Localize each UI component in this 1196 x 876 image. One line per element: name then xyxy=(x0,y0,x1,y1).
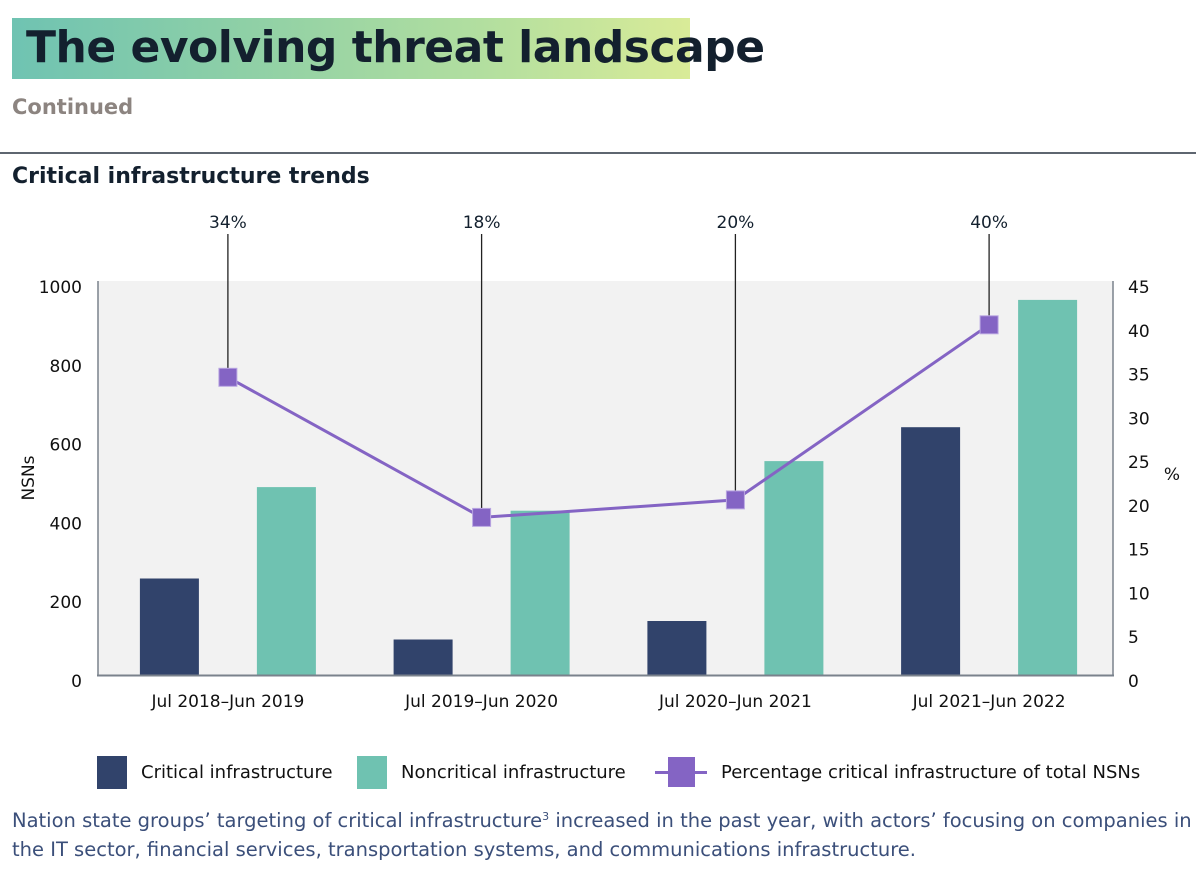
annotation-label: 34% xyxy=(209,213,247,233)
y-tick-right: 45 xyxy=(1128,278,1150,298)
y-tick-right: 15 xyxy=(1128,541,1150,561)
y-tick-right: 5 xyxy=(1128,628,1139,648)
footnote-marker: 3 xyxy=(542,810,550,823)
y-tick-left: 200 xyxy=(50,593,82,613)
x-tick-label: Jul 2018–Jun 2019 xyxy=(150,692,304,712)
legend: Critical infrastructure Noncritical infr… xyxy=(0,754,1196,790)
y-tick-right: 40 xyxy=(1128,322,1150,342)
legend-swatch-percentage xyxy=(655,756,707,789)
bar-critical xyxy=(647,621,707,675)
page-subtitle: Continued xyxy=(12,95,134,119)
legend-swatch-critical xyxy=(97,755,127,789)
y-tick-right: 20 xyxy=(1128,497,1150,517)
bar-noncritical xyxy=(510,510,570,675)
annotation-label: 40% xyxy=(970,213,1008,233)
legend-item-noncritical: Noncritical infrastructure xyxy=(357,754,626,790)
plot-area xyxy=(98,281,1113,675)
y-tick-left: 600 xyxy=(50,436,82,456)
y-tick-left: 1000 xyxy=(39,278,82,298)
legend-label: Critical infrastructure xyxy=(141,761,333,783)
legend-label: Noncritical infrastructure xyxy=(401,761,626,783)
y-tick-right: 35 xyxy=(1128,366,1150,386)
legend-label: Percentage critical infrastructure of to… xyxy=(721,761,1141,783)
bar-noncritical xyxy=(256,487,316,675)
section-divider xyxy=(0,152,1196,154)
y-tick-right: 30 xyxy=(1128,409,1150,429)
line-marker xyxy=(472,507,492,527)
caption-text-2: increased in the past year, with actors’… xyxy=(12,809,1192,861)
y-axis-right-ticks: 0 5 10 15 20 25 30 35 40 45 xyxy=(1128,278,1150,692)
y-axis-left-ticks: 0 200 400 600 800 1000 xyxy=(39,278,82,692)
chart-title: Critical infrastructure trends xyxy=(12,164,370,189)
page-title: The evolving threat landscape xyxy=(26,22,765,73)
y-tick-left: 400 xyxy=(50,514,82,534)
y-tick-right: 25 xyxy=(1128,453,1150,473)
legend-item-critical: Critical infrastructure xyxy=(97,754,333,790)
y-tick-left: 800 xyxy=(50,357,82,377)
chart: 34% 18% 20% 40% 0 200 400 600 800 1000 0 5 10 15 20 2… xyxy=(19,213,1180,712)
x-axis-ticks: Jul 2018–Jun 2019 Jul 2019–Jun 2020 Jul 20… xyxy=(150,692,1065,712)
x-tick-label: Jul 2019–Jun 2020 xyxy=(404,692,558,712)
annotation-label: 20% xyxy=(717,213,755,233)
bar-noncritical xyxy=(1018,299,1078,675)
line-marker xyxy=(979,315,999,335)
y-tick-left: 0 xyxy=(71,672,82,692)
line-layer xyxy=(218,315,999,527)
line-marker xyxy=(725,490,745,510)
caption-text-1: Nation state groups’ targeting of critic… xyxy=(12,809,543,832)
bar-layer xyxy=(139,299,1078,675)
legend-item-percentage: Percentage critical infrastructure of to… xyxy=(655,754,1140,790)
y-axis-right-label: % xyxy=(1164,465,1180,485)
bar-critical xyxy=(393,639,453,675)
bar-noncritical xyxy=(764,461,824,675)
y-axis-left-label: NSNs xyxy=(19,455,39,500)
annotation-layer: 34% 18% 20% 40% xyxy=(209,213,1008,509)
bar-critical xyxy=(901,427,961,675)
bar-critical xyxy=(139,578,199,675)
line-percentage xyxy=(227,323,990,519)
x-tick-label: Jul 2021–Jun 2022 xyxy=(912,692,1066,712)
annotation-label: 18% xyxy=(463,213,501,233)
line-marker xyxy=(218,367,238,387)
y-tick-right: 0 xyxy=(1128,672,1139,692)
chart-caption: Nation state groups’ targeting of critic… xyxy=(12,806,1192,864)
x-tick-label: Jul 2020–Jun 2021 xyxy=(658,692,812,712)
legend-swatch-noncritical xyxy=(357,755,387,789)
title-banner: The evolving threat landscape xyxy=(12,18,765,79)
y-tick-right: 10 xyxy=(1128,584,1150,604)
